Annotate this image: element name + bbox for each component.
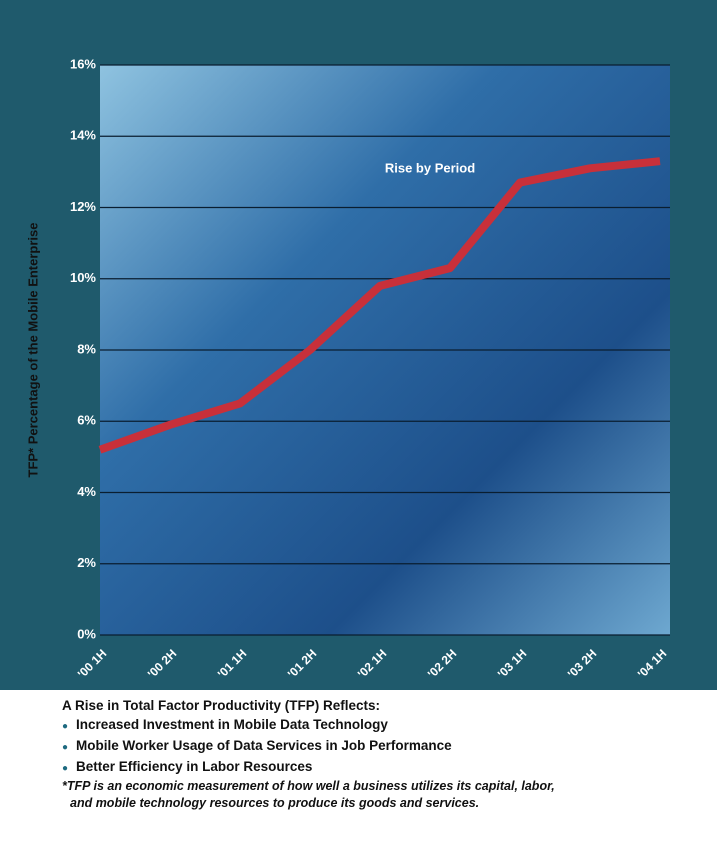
footnote: *TFP is an economic measurement of how w… bbox=[62, 778, 712, 812]
y-tick-label: 12% bbox=[70, 199, 96, 214]
y-tick-label: 8% bbox=[77, 341, 96, 356]
y-axis-label: TFP* Percentage of the Mobile Enterprise bbox=[25, 223, 40, 478]
chart: TFP* Percentage of the Mobile Enterprise… bbox=[0, 0, 717, 690]
bullet: Better Efficiency in Labor Resources bbox=[62, 757, 712, 778]
bullet-list: Increased Investment in Mobile Data Tech… bbox=[62, 715, 712, 778]
series-label: Rise by Period bbox=[385, 161, 475, 176]
y-tick-label: 14% bbox=[70, 128, 96, 143]
y-tick-label: 0% bbox=[77, 626, 96, 641]
y-tick-label: 6% bbox=[77, 413, 96, 428]
notes: A Rise in Total Factor Productivity (TFP… bbox=[62, 696, 712, 812]
y-tick-label: 4% bbox=[77, 484, 96, 499]
footnote-line: and mobile technology resources to produ… bbox=[70, 796, 480, 810]
y-tick-label: 10% bbox=[70, 270, 96, 285]
bullet: Increased Investment in Mobile Data Tech… bbox=[62, 715, 712, 736]
footnote-line: *TFP is an economic measurement of how w… bbox=[62, 779, 555, 793]
y-tick-label: 16% bbox=[70, 56, 96, 71]
bullet: Mobile Worker Usage of Data Services in … bbox=[62, 736, 712, 757]
line bbox=[98, 157, 661, 454]
notes-heading: A Rise in Total Factor Productivity (TFP… bbox=[62, 698, 381, 713]
y-tick-label: 2% bbox=[77, 555, 96, 570]
